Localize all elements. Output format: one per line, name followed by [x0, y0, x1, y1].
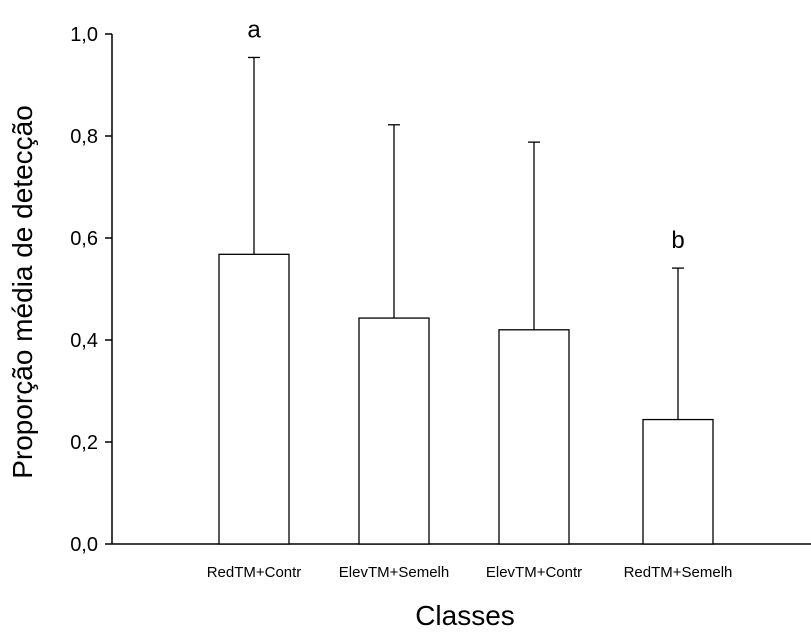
x-tick-label: RedTM+Contr: [207, 564, 302, 581]
bar: [218, 253, 290, 545]
y-axis-label: Proporção média de detecção: [7, 105, 38, 479]
x-tick-label: RedTM+Semelh: [624, 564, 733, 581]
bar: [642, 418, 714, 545]
significance-letter: b: [671, 227, 684, 254]
y-tick-label: 0,4: [70, 330, 98, 352]
y-tick-label: 1,0: [70, 24, 98, 46]
significance-letter: a: [247, 16, 261, 43]
x-axis-label: Classes: [415, 600, 515, 630]
bar: [498, 329, 570, 545]
y-tick-label: 0,0: [70, 534, 98, 556]
y-tick-label: 0,6: [70, 228, 98, 250]
bar: [358, 317, 430, 545]
x-tick-label: ElevTM+Semelh: [339, 564, 449, 581]
x-tick-label: ElevTM+Contr: [486, 564, 582, 581]
y-tick-label: 0,2: [70, 432, 98, 454]
y-tick-label: 0,8: [70, 126, 98, 148]
